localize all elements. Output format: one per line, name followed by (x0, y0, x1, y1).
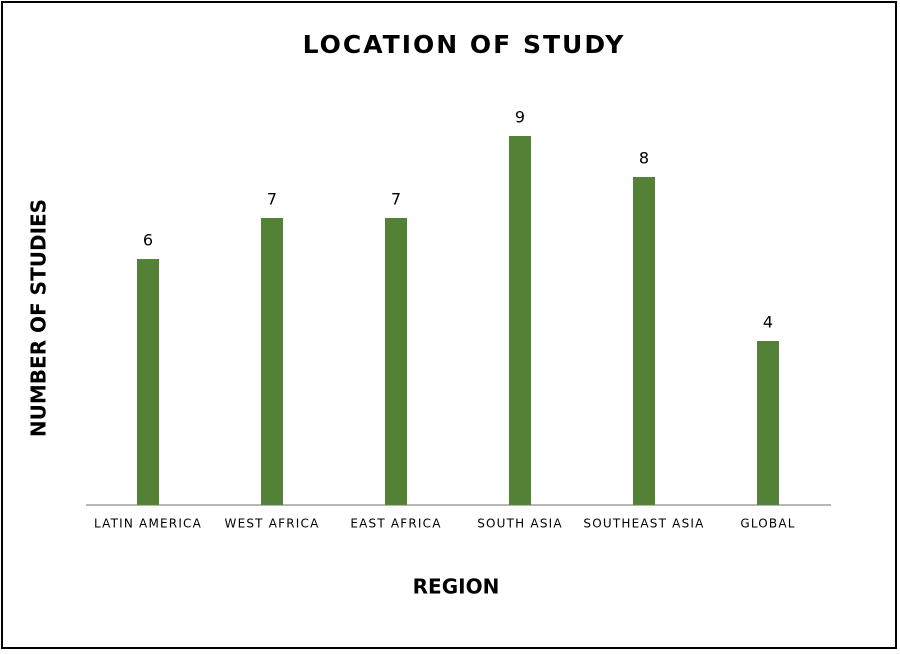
chart-title: LOCATION OF STUDY (303, 30, 626, 59)
x-tick-label: LATIN AMERICA (94, 517, 202, 531)
bar (633, 177, 655, 505)
x-axis-title: REGION (413, 575, 500, 599)
x-tick-label: EAST AFRICA (350, 517, 441, 531)
bar (261, 218, 283, 505)
x-tick-label: SOUTH ASIA (477, 517, 563, 531)
value-label: 8 (639, 149, 649, 168)
bar (137, 259, 159, 505)
x-tick-label: WEST AFRICA (225, 517, 320, 531)
value-label: 7 (267, 190, 277, 209)
value-label: 4 (763, 313, 773, 332)
x-tick-label: GLOBAL (740, 517, 795, 531)
bar (385, 218, 407, 505)
y-axis-title: NUMBER OF STUDIES (27, 199, 51, 437)
x-tick-label: SOUTHEAST ASIA (583, 517, 704, 531)
value-label: 7 (391, 190, 401, 209)
bar (509, 136, 531, 505)
value-label: 9 (515, 108, 525, 127)
value-label: 6 (143, 231, 153, 250)
bar (757, 341, 779, 505)
